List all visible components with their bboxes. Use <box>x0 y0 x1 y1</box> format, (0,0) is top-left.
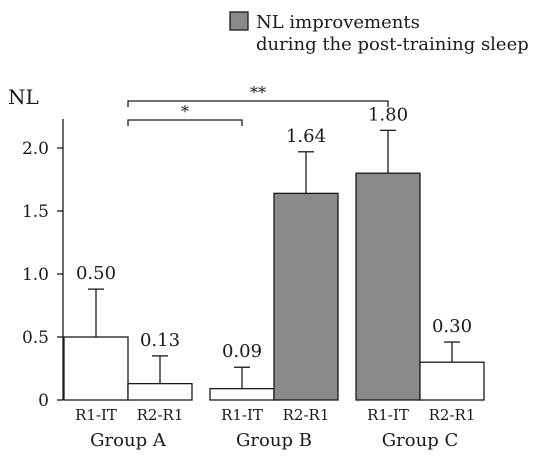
y-ticks: 0 0.5 1.0 1.5 2.0 <box>22 139 63 411</box>
significance-brackets: *** <box>127 83 389 126</box>
bar-category-label: R2-R1 <box>429 406 476 424</box>
significance-marker: * <box>181 102 189 121</box>
y-tick-label: 0.5 <box>22 328 49 348</box>
group-label: Group B <box>236 430 312 451</box>
significance-marker: ** <box>250 83 266 102</box>
bar-value-label: 1.80 <box>368 104 408 125</box>
y-tick-label: 2.0 <box>22 139 49 159</box>
bar <box>273 192 339 401</box>
bar <box>355 172 421 401</box>
bar-category-label: R1-IT <box>75 406 117 424</box>
bar-category-label: R1-IT <box>367 406 409 424</box>
legend-swatch <box>229 11 249 31</box>
y-axis-label: NL <box>8 85 39 109</box>
bar <box>63 336 129 401</box>
bar-category-label: R2-R1 <box>137 406 184 424</box>
bar-value-label: 1.64 <box>286 126 326 147</box>
bar-value-label: 0.30 <box>432 316 472 337</box>
bar-value-label: 0.50 <box>76 263 116 284</box>
bar-value-label: 0.13 <box>140 330 180 351</box>
bar-category-label: R2-R1 <box>283 406 330 424</box>
y-tick-label: 0 <box>38 391 49 411</box>
bar-value-label: 0.09 <box>222 341 262 362</box>
bars: 0.50 0.13 0.09 1.64 1.80 0.30 <box>63 104 485 401</box>
bar <box>127 382 193 401</box>
significance-bracket <box>127 119 243 126</box>
category-labels: R1-IT R2-R1 Group A R1-IT R2-R1 Group B R1-IT R… <box>75 406 475 451</box>
significance-bracket <box>127 100 389 107</box>
bar <box>419 361 485 401</box>
group-label: Group C <box>382 430 458 451</box>
legend-label-line2: during the post-training sleep <box>256 34 529 55</box>
y-tick-label: 1.0 <box>22 265 49 285</box>
y-tick-label: 1.5 <box>22 202 49 222</box>
legend-label-line1: NL improvements <box>256 12 420 33</box>
bar-category-label: R1-IT <box>221 406 263 424</box>
group-label: Group A <box>90 430 167 451</box>
bar <box>209 388 275 401</box>
